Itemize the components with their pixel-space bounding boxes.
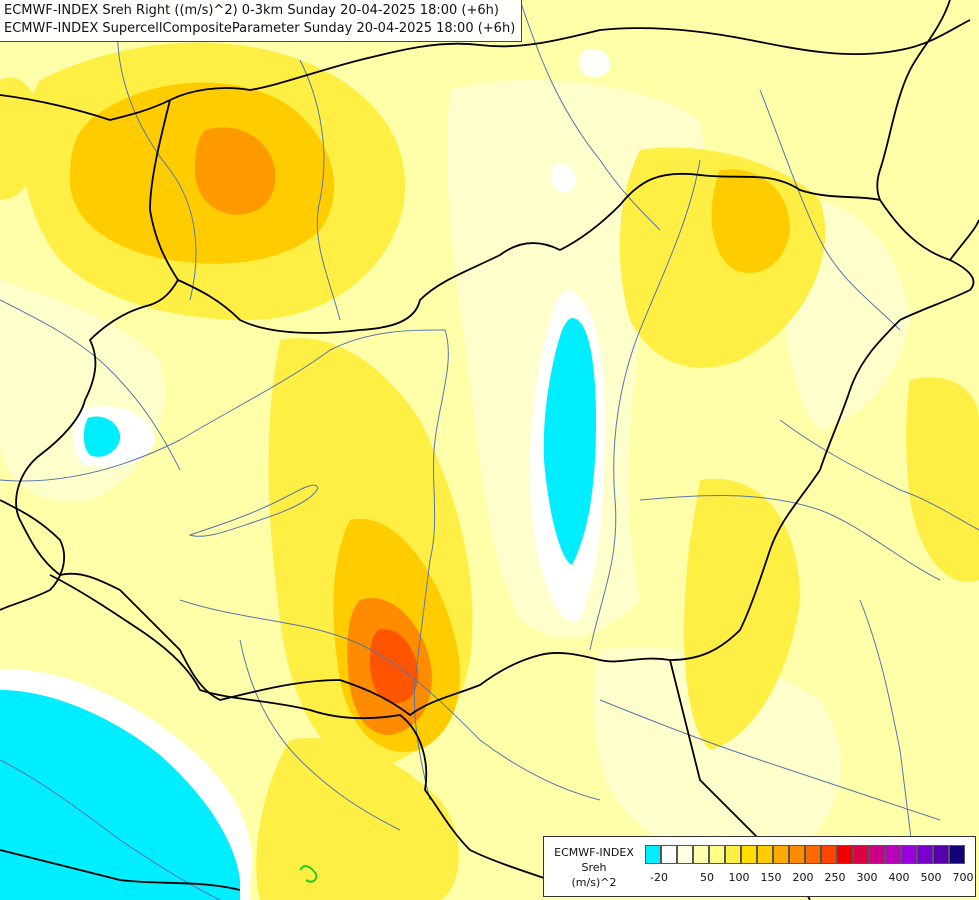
legend-swatch xyxy=(885,845,901,864)
border-ukraine xyxy=(876,0,951,201)
legend-label: 500 xyxy=(920,871,942,884)
title-line-sreh: ECMWF-INDEX Sreh Right ((m/s)^2) 0-3km S… xyxy=(4,3,499,18)
field-yellow-zone-east-edge xyxy=(906,377,979,582)
legend-title-source: ECMWF-INDEX xyxy=(554,846,634,859)
legend-swatch xyxy=(789,845,805,864)
border-austria xyxy=(0,499,65,611)
legend-swatch xyxy=(869,845,885,864)
field-white-spot-ne xyxy=(550,163,576,193)
legend-swatch xyxy=(821,845,837,864)
legend-swatch xyxy=(805,845,821,864)
field-cyan-zone-sw xyxy=(0,690,240,900)
legend-swatch xyxy=(693,845,709,864)
legend-swatch xyxy=(677,845,693,864)
river-ne-1 xyxy=(519,0,661,231)
legend-label: 250 xyxy=(824,871,846,884)
legend-label: 400 xyxy=(888,871,910,884)
legend-swatches xyxy=(645,845,965,864)
legend-label: 300 xyxy=(856,871,878,884)
title-line-scp: ECMWF-INDEX SupercellCompositeParameter … xyxy=(4,21,516,36)
border-hungary xyxy=(15,172,975,716)
border-croatia-south xyxy=(49,574,551,881)
river-south-1 xyxy=(179,599,601,801)
field-orange-zone-north xyxy=(195,127,276,215)
legend-label: 150 xyxy=(760,871,782,884)
legend-swatch xyxy=(709,845,725,864)
legend-label: 100 xyxy=(728,871,750,884)
color-legend: ECMWF-INDEX Sreh (m/s)^2 -20 50 100 150 200 2… xyxy=(543,836,976,897)
field-gold-zone-ne xyxy=(711,169,790,274)
legend-labels: -20 50 100 150 200 250 300 400 500 700 xyxy=(645,871,975,887)
legend-label: -20 xyxy=(650,871,668,884)
river-se-1 xyxy=(859,599,916,871)
legend-label: 700 xyxy=(952,871,974,884)
legend-label: 200 xyxy=(792,871,814,884)
river-east-2 xyxy=(639,495,941,581)
river-north-2 xyxy=(117,0,197,301)
legend-label: 50 xyxy=(700,871,714,884)
field-cyan-zone-west xyxy=(83,416,121,457)
field-yellow-zone-nw-corner xyxy=(0,77,40,200)
field-cyan-zone-center xyxy=(543,318,596,565)
river-south-2 xyxy=(599,699,941,821)
legend-swatch xyxy=(853,845,869,864)
legend-swatch xyxy=(917,845,933,864)
river-tisza xyxy=(589,159,701,651)
legend-swatch xyxy=(645,845,661,864)
field-white-spot-north xyxy=(579,48,611,77)
legend-swatch xyxy=(725,845,741,864)
river-south-3 xyxy=(239,639,401,831)
river-lake-balaton xyxy=(188,484,319,537)
legend-swatch xyxy=(933,845,949,864)
legend-title-param: Sreh xyxy=(581,861,607,874)
river-danube-west xyxy=(0,329,446,482)
legend-swatch xyxy=(757,845,773,864)
scp-contour-marker xyxy=(299,865,318,883)
legend-swatch xyxy=(741,845,757,864)
border-slovakia-north xyxy=(0,19,971,121)
legend-swatch xyxy=(949,845,965,864)
legend-swatch xyxy=(837,845,853,864)
river-east-1 xyxy=(779,419,979,531)
border-sw xyxy=(0,849,241,891)
river-danube-bend xyxy=(413,329,449,801)
field-pale-zone-south xyxy=(593,647,841,862)
field-red-orange-core xyxy=(370,629,419,704)
legend-swatch xyxy=(773,845,789,864)
river-sw-1 xyxy=(0,759,221,900)
river-west-1 xyxy=(0,299,181,471)
legend-swatch xyxy=(661,845,677,864)
map-title-box: ECMWF-INDEX Sreh Right ((m/s)^2) 0-3km S… xyxy=(0,0,523,42)
river-north-1 xyxy=(299,59,341,321)
border-east-romania xyxy=(949,219,979,261)
legend-title-unit: (m/s)^2 xyxy=(571,876,617,889)
border-czech-slovak xyxy=(149,99,179,281)
river-ne-2 xyxy=(759,89,901,331)
field-yellow-zone-south xyxy=(256,738,459,900)
legend-swatch xyxy=(901,845,917,864)
